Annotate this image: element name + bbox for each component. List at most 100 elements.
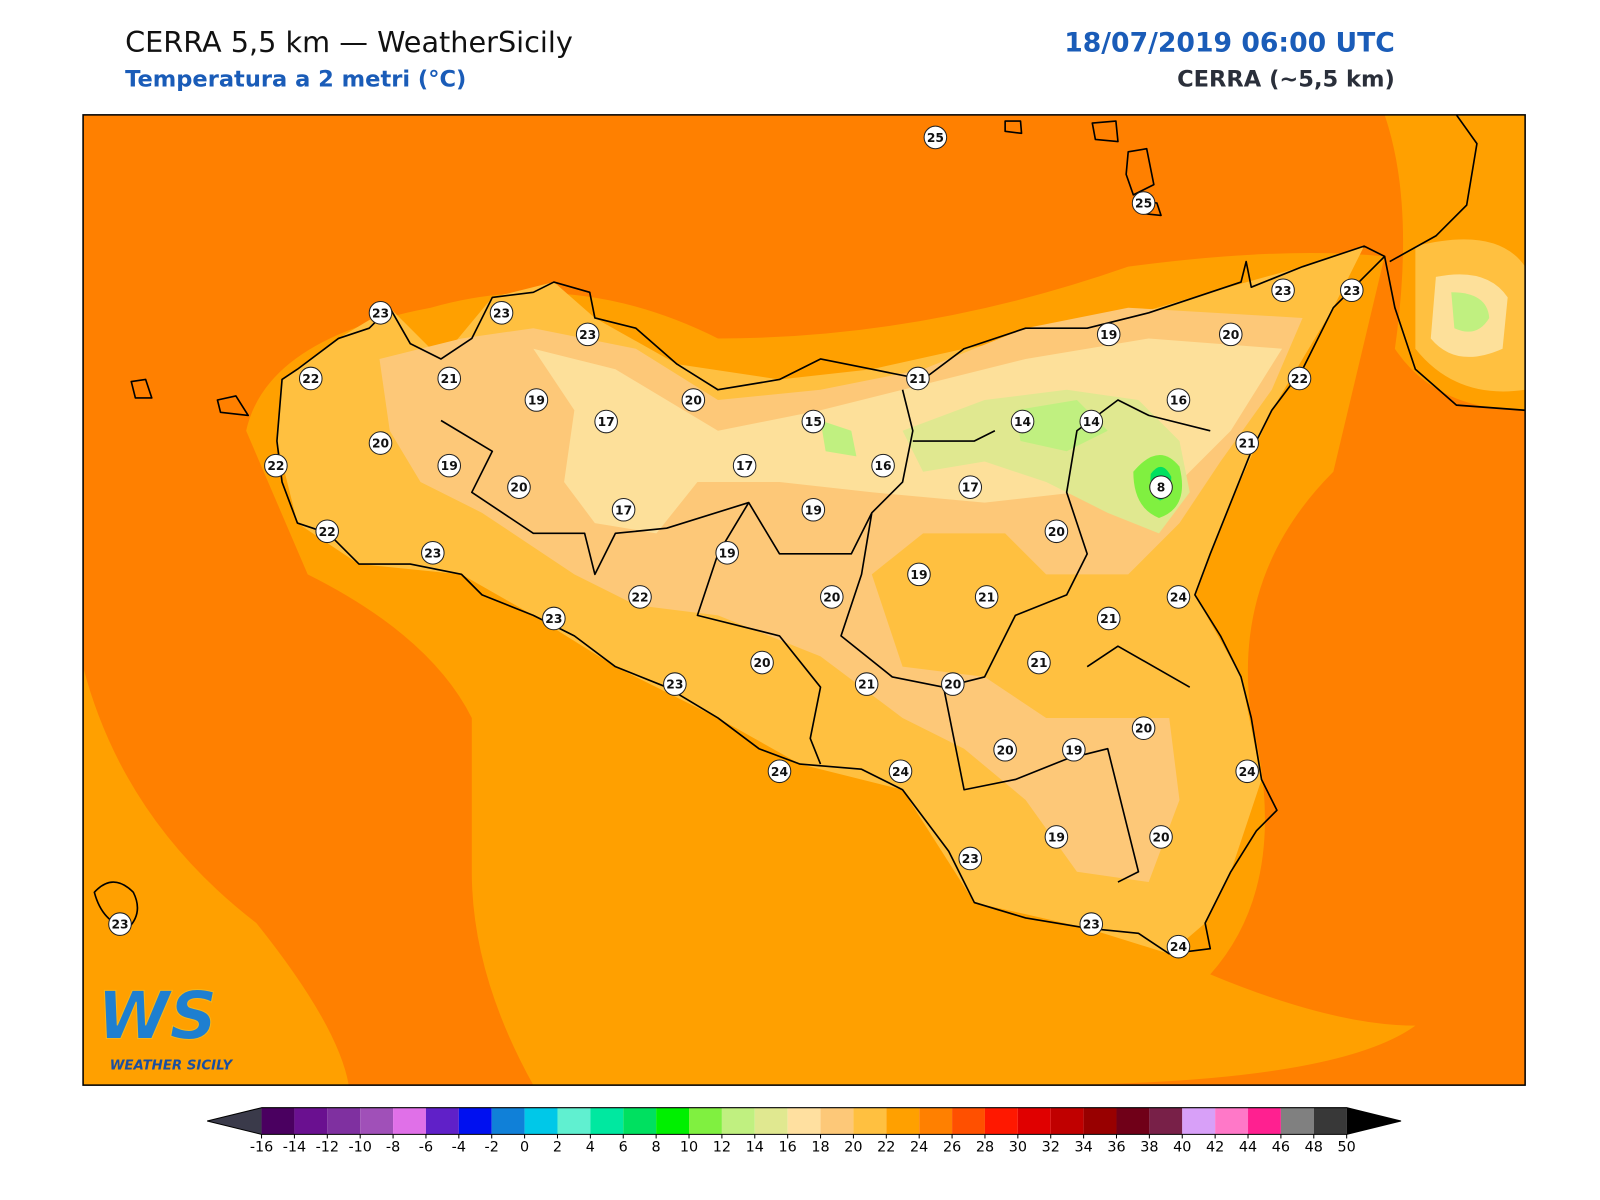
station-value: 23 — [111, 918, 128, 932]
station-marker — [801, 409, 826, 434]
station-marker — [594, 409, 618, 434]
colorbar-tick-label: -10 — [348, 1140, 371, 1156]
colorbar-band — [623, 1107, 657, 1135]
colorbar-band — [261, 1107, 295, 1135]
station-value: 17 — [615, 503, 632, 517]
station-marker — [1235, 431, 1259, 455]
colorbar-band — [1050, 1107, 1084, 1135]
colorbar-band — [787, 1107, 821, 1135]
colorbar-tick-label: -2 — [485, 1140, 499, 1156]
island — [93, 120, 1162, 930]
station-marker — [854, 672, 879, 696]
station-value: 24 — [1239, 765, 1256, 779]
colorbar-band — [327, 1107, 361, 1135]
station-value: 25 — [1135, 197, 1152, 211]
model-label: CERRA (~5,5 km) — [1177, 67, 1395, 93]
colorbar-tick-label: 30 — [1009, 1140, 1027, 1156]
station-value: 16 — [875, 459, 892, 473]
station-marker — [108, 912, 132, 936]
colorbar-band — [754, 1107, 788, 1135]
station-value: 25 — [927, 131, 944, 145]
station-marker — [489, 301, 514, 325]
station-value: 20 — [1152, 830, 1169, 844]
colorbar-band — [853, 1107, 887, 1135]
station-value: 20 — [1135, 722, 1152, 736]
subtitle: Temperatura a 2 metri (°C) — [125, 67, 466, 93]
station-marker — [575, 322, 600, 347]
station-marker — [1149, 825, 1173, 849]
field-zone — [820, 400, 1108, 457]
station-value: 17 — [962, 481, 979, 495]
colorbar-extend — [207, 1107, 262, 1135]
station-marker — [1166, 388, 1191, 412]
colorbar-tick-label: 46 — [1272, 1140, 1290, 1156]
colorbar-band — [360, 1107, 394, 1135]
station-marker — [1166, 934, 1191, 959]
colorbar-band — [458, 1107, 492, 1135]
station-value: 14 — [1014, 415, 1031, 429]
station-value: 23 — [962, 852, 979, 866]
colorbar-tick-label: 18 — [811, 1140, 829, 1156]
datetime: 18/07/2019 06:00 UTC — [1064, 28, 1395, 59]
station-value: 21 — [1100, 612, 1117, 626]
colorbar-tick-label: 4 — [586, 1140, 595, 1156]
colorbar-tick-label: 48 — [1305, 1140, 1323, 1156]
station-marker — [888, 759, 913, 784]
colorbar-tick-label: -16 — [250, 1140, 273, 1156]
station-marker — [871, 453, 895, 478]
station-marker — [993, 737, 1017, 762]
station-value: 15 — [805, 415, 822, 429]
colorbar-extend — [1346, 1107, 1402, 1135]
map-frame — [82, 114, 1526, 1086]
station-marker — [1235, 759, 1259, 784]
colorbar-tick-label: -12 — [316, 1140, 339, 1156]
station-marker — [958, 846, 983, 871]
colorbar-tick-label: 22 — [877, 1140, 895, 1156]
station-value: 19 — [1065, 743, 1082, 757]
colorbar-tick-label: 12 — [713, 1140, 731, 1156]
station-value: 19 — [1100, 328, 1117, 342]
station-marker — [524, 388, 549, 412]
station-marker — [732, 453, 757, 478]
station-marker — [1079, 409, 1104, 434]
coastline — [276, 245, 1386, 955]
station-value: 20 — [823, 590, 840, 604]
station-marker — [421, 541, 445, 565]
station-marker — [437, 366, 462, 391]
station-marker — [507, 475, 531, 499]
station-value: 21 — [858, 678, 875, 692]
station-value: 24 — [771, 765, 788, 779]
colorbar-tick-label: 26 — [943, 1140, 961, 1156]
colorbar-band — [425, 1107, 459, 1135]
station-value: 23 — [545, 612, 562, 626]
title: CERRA 5,5 km — WeatherSicily — [125, 25, 573, 59]
station-value: 23 — [493, 306, 510, 320]
colorbar-band — [393, 1107, 426, 1135]
station-value: 23 — [1275, 284, 1292, 298]
station-value: 21 — [441, 372, 458, 386]
station-marker — [1131, 716, 1156, 740]
station-marker — [1044, 825, 1069, 849]
station-value: 21 — [978, 590, 995, 604]
colorbar-band — [557, 1107, 591, 1135]
station-marker — [1271, 278, 1295, 303]
colorbar-band — [590, 1107, 624, 1135]
station-value: 19 — [1048, 830, 1065, 844]
station-value: 24 — [1170, 940, 1187, 954]
station-value: 23 — [579, 328, 596, 342]
station-value: 22 — [319, 525, 336, 539]
colorbar-band — [491, 1107, 525, 1135]
station-value: 23 — [666, 678, 683, 692]
station-marker — [663, 672, 687, 696]
colorbar-band — [1149, 1107, 1183, 1135]
station-marker — [542, 606, 566, 631]
colorbar-tick-label: 0 — [520, 1140, 529, 1156]
colorbar-band — [952, 1107, 985, 1135]
station-value: 22 — [1291, 372, 1308, 386]
station-value: 19 — [528, 394, 545, 408]
station-value: 20 — [372, 437, 389, 451]
station-value: 23 — [424, 546, 441, 560]
colorbar-band — [1116, 1107, 1150, 1135]
station-value: 19 — [805, 503, 822, 517]
